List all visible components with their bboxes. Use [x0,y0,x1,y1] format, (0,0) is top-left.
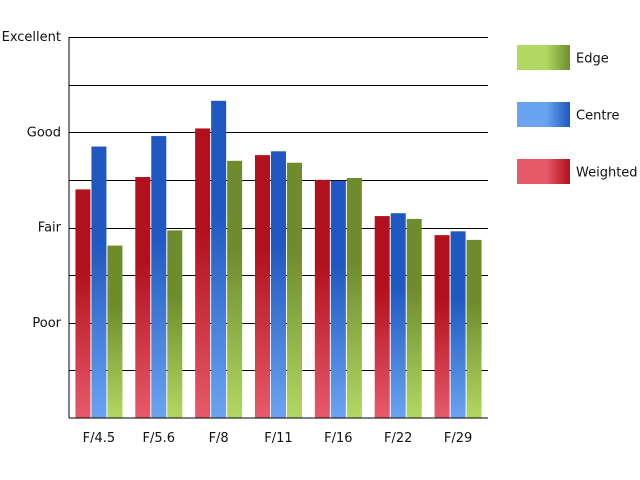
x-tick-label-f-11: F/11 [264,431,292,446]
x-tick-label-f-16: F/16 [324,431,352,446]
legend-label-weighted: Weighted [576,166,638,181]
y-tick-label-poor: Poor [32,316,61,331]
bar-centre-f-5-6 [151,136,167,418]
bar-centre-f-29 [450,231,466,418]
bar-weighted-f-22 [374,216,390,418]
legend-label-centre: Centre [576,109,619,124]
axes [68,37,488,419]
bar-weighted-f-4-5 [75,189,91,418]
bar-edge-f-29 [466,239,482,418]
bar-centre-f-22 [390,213,406,418]
y-tick-label-fair: Fair [38,221,62,236]
bar-centre-f-8 [211,100,227,418]
x-tick-label-f-22: F/22 [384,431,412,446]
y-tick-label-good: Good [27,125,61,140]
bars [75,100,482,419]
x-tick-label-f-5-6: F/5.6 [143,431,176,446]
bar-centre-f-4-5 [91,146,107,418]
bar-weighted-f-11 [255,155,270,419]
bar-edge-f-8 [227,160,243,418]
legend-item-centre: Centre [517,102,619,127]
bar-edge-f-22 [406,218,422,418]
x-tick-label-f-8: F/8 [209,431,229,446]
legend-swatch-centre [517,102,570,127]
bar-weighted-f-5-6 [135,177,151,418]
bar-edge-f-4-5 [107,245,123,418]
legend-item-weighted: Weighted [517,159,638,184]
y-tick-labels: Poor Fair Good Excellent [2,30,62,331]
bar-weighted-f-8 [195,128,211,418]
y-tick-label-excellent: Excellent [2,30,61,45]
legend-swatch-weighted [517,159,570,184]
x-tick-label-f-4-5: F/4.5 [83,431,116,446]
x-tick-label-f-29: F/29 [444,431,472,446]
x-tick-labels: F/4.5 F/5.6 F/8 F/11 F/16 F/22 F/29 [83,431,473,446]
bar-weighted-f-16 [314,179,330,418]
legend-item-edge: Edge [517,45,609,70]
bar-centre-f-16 [330,180,346,418]
legend-label-edge: Edge [576,52,609,67]
bar-edge-f-11 [287,162,302,418]
bar-edge-f-16 [346,177,362,418]
bar-centre-f-11 [271,151,286,419]
legend-swatch-edge [517,45,570,70]
legend: Edge Centre Weighted [517,45,638,184]
bar-edge-f-5-6 [167,230,183,418]
bar-weighted-f-29 [434,235,450,418]
